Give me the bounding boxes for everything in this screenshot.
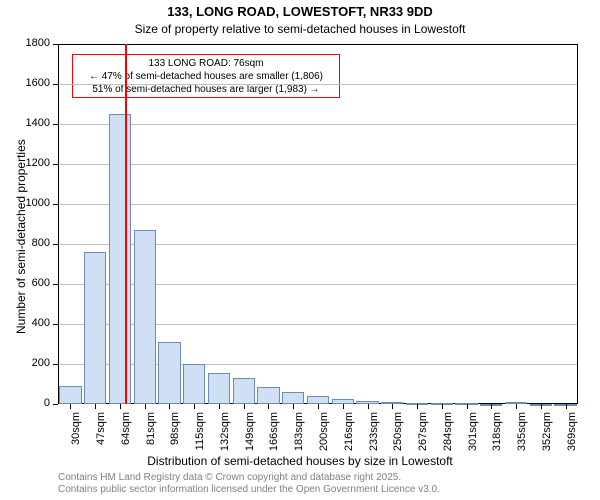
ytick-mark [53, 124, 58, 125]
ytick-mark [53, 404, 58, 405]
xtick-mark [244, 404, 245, 409]
ytick-label: 800 [0, 237, 50, 249]
xtick-label: 166sqm [268, 412, 280, 462]
attribution-line1: Contains HM Land Registry data © Crown c… [58, 472, 440, 484]
xtick-label: 47sqm [95, 412, 107, 462]
xtick-mark [318, 404, 319, 409]
ytick-label: 0 [0, 397, 50, 409]
histogram-bar [257, 387, 279, 404]
ytick-label: 1000 [0, 197, 50, 209]
ytick-label: 400 [0, 317, 50, 329]
xtick-mark [194, 404, 195, 409]
xtick-label: 250sqm [392, 412, 404, 462]
xtick-label: 352sqm [541, 412, 553, 462]
xtick-label: 369sqm [566, 412, 578, 462]
histogram-bar [183, 364, 205, 404]
xtick-mark [368, 404, 369, 409]
ytick-label: 600 [0, 277, 50, 289]
xtick-label: 183sqm [293, 412, 305, 462]
xtick-label: 301sqm [467, 412, 479, 462]
xtick-label: 149sqm [244, 412, 256, 462]
gridline [59, 204, 577, 205]
xtick-label: 267sqm [417, 412, 429, 462]
ytick-mark [53, 204, 58, 205]
xtick-label: 200sqm [318, 412, 330, 462]
xtick-mark [145, 404, 146, 409]
histogram-bar [158, 342, 180, 404]
xtick-mark [467, 404, 468, 409]
ytick-mark [53, 244, 58, 245]
histogram-bar [109, 114, 131, 404]
histogram-bar [134, 230, 156, 404]
xtick-label: 284sqm [442, 412, 454, 462]
xtick-label: 64sqm [120, 412, 132, 462]
xtick-label: 115sqm [194, 412, 206, 462]
histogram-bar [307, 396, 329, 404]
ytick-mark [53, 164, 58, 165]
xtick-mark [95, 404, 96, 409]
attribution-block: Contains HM Land Registry data © Crown c… [58, 472, 440, 496]
gridline [59, 124, 577, 125]
ytick-mark [53, 324, 58, 325]
histogram-bar [84, 252, 106, 404]
ytick-mark [53, 364, 58, 365]
marker-line [125, 44, 127, 404]
ytick-label: 1800 [0, 37, 50, 49]
marker-annotation: 133 LONG ROAD: 76sqm ← 47% of semi-detac… [72, 54, 340, 98]
annotation-line1: 133 LONG ROAD: 76sqm [77, 57, 335, 70]
xtick-label: 132sqm [219, 412, 231, 462]
xtick-mark [343, 404, 344, 409]
histogram-bar [233, 378, 255, 404]
ytick-mark [53, 284, 58, 285]
annotation-line2: ← 47% of semi-detached houses are smalle… [77, 70, 335, 83]
xtick-mark [268, 404, 269, 409]
ytick-label: 1200 [0, 157, 50, 169]
xtick-label: 233sqm [368, 412, 380, 462]
chart-subtitle: Size of property relative to semi-detach… [0, 22, 600, 36]
ytick-label: 1400 [0, 117, 50, 129]
histogram-bar [208, 373, 230, 404]
xtick-mark [442, 404, 443, 409]
xtick-mark [566, 404, 567, 409]
ytick-mark [53, 84, 58, 85]
xtick-mark [120, 404, 121, 409]
xtick-label: 81sqm [145, 412, 157, 462]
gridline [59, 164, 577, 165]
ytick-label: 200 [0, 357, 50, 369]
xtick-mark [541, 404, 542, 409]
gridline [59, 84, 577, 85]
xtick-mark [491, 404, 492, 409]
ytick-mark [53, 44, 58, 45]
xtick-label: 318sqm [491, 412, 503, 462]
xtick-mark [516, 404, 517, 409]
xtick-mark [392, 404, 393, 409]
chart-title: 133, LONG ROAD, LOWESTOFT, NR33 9DD [0, 4, 600, 19]
xtick-label: 98sqm [169, 412, 181, 462]
attribution-line2: Contains public sector information licen… [58, 484, 440, 496]
histogram-bar [282, 392, 304, 404]
xtick-mark [417, 404, 418, 409]
xtick-label: 216sqm [343, 412, 355, 462]
chart-container: 133, LONG ROAD, LOWESTOFT, NR33 9DD Size… [0, 0, 600, 500]
histogram-bar [59, 386, 81, 404]
xtick-mark [219, 404, 220, 409]
xtick-mark [70, 404, 71, 409]
xtick-mark [293, 404, 294, 409]
xtick-label: 335sqm [516, 412, 528, 462]
xtick-label: 30sqm [70, 412, 82, 462]
ytick-label: 1600 [0, 77, 50, 89]
xtick-mark [169, 404, 170, 409]
